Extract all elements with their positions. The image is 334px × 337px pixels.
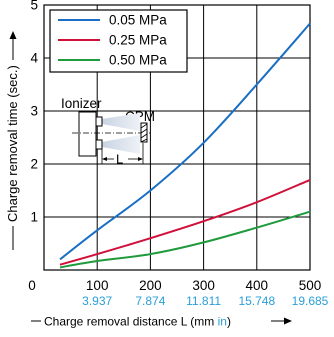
x-tick-label-inches: 15.748 [238,294,275,308]
ionizer-diagram: Ionizer CPM L [61,96,155,167]
y-tick-labels: 1 2 3 4 5 [30,0,38,225]
x-tick-label: 100 [86,278,109,293]
x-axis-title-group: Charge removal distance L (mm in) [31,315,292,329]
x-tick-label-inches: 11.811 [186,294,221,308]
series-layer [59,22,311,269]
ion-spray-upper [102,113,140,131]
y-axis-title: Charge removal time (sec.) [5,65,20,222]
x-tick-label: 400 [246,278,269,293]
dim-arrow-left [102,157,107,161]
series-line-1 [59,178,311,266]
x-axis-title: Charge removal distance L (mm in) [44,315,231,329]
x-tick-labels-inches: 3.937 7.874 11.811 15.748 19.685 [82,294,328,308]
legend-label-0: 0.05 MPa [109,13,167,28]
y-axis-title-group: Charge removal time (sec.) [5,31,20,250]
x-tick-labels: 0 100 200 300 400 500 [28,278,321,293]
y-tick-label: 5 [30,0,38,13]
x-tick-label: 500 [299,278,322,293]
cpm-hatch-3 [140,133,148,139]
x-tick-label-inches: 7.874 [135,294,165,308]
legend-label-2: 0.50 MPa [109,53,167,68]
x-axis-title-close: ) [227,315,231,329]
ionizer-body [78,111,97,157]
y-tick-label: 3 [30,104,38,119]
legend: 0.05 MPa 0.25 MPa 0.50 MPa [49,9,188,73]
x-axis-title-main: Charge removal distance L (mm [44,315,218,329]
y-tick-label: 2 [30,157,38,172]
x-tick-label: 300 [192,278,215,293]
x-tick-label: 0 [28,278,36,293]
ion-spray-lower [102,135,140,154]
ionizer-nozzle-upper [95,116,103,127]
y-axis-arrow-icon [9,31,17,39]
ionizer-nozzle-lower [95,139,103,150]
x-tick-label-inches: 19.685 [292,294,329,308]
x-axis-title-unit-in: in [218,315,227,329]
series-line-0 [59,22,311,261]
legend-label-1: 0.25 MPa [109,33,167,48]
cpm-plate [140,122,148,143]
ionizer-label: Ionizer [61,96,102,111]
x-tick-label: 200 [139,278,162,293]
y-tick-label: 1 [30,210,38,225]
y-tick-label: 4 [30,51,38,66]
x-axis-arrow-icon [284,317,292,325]
distance-label: L [116,152,123,167]
dim-arrow-right [138,157,143,161]
x-tick-label-inches: 3.937 [82,294,112,308]
cpm-hatch-1 [140,123,148,129]
cpm-hatch-2 [140,128,148,134]
series-line-2 [59,210,311,269]
cpm-hatch-4 [140,138,148,143]
